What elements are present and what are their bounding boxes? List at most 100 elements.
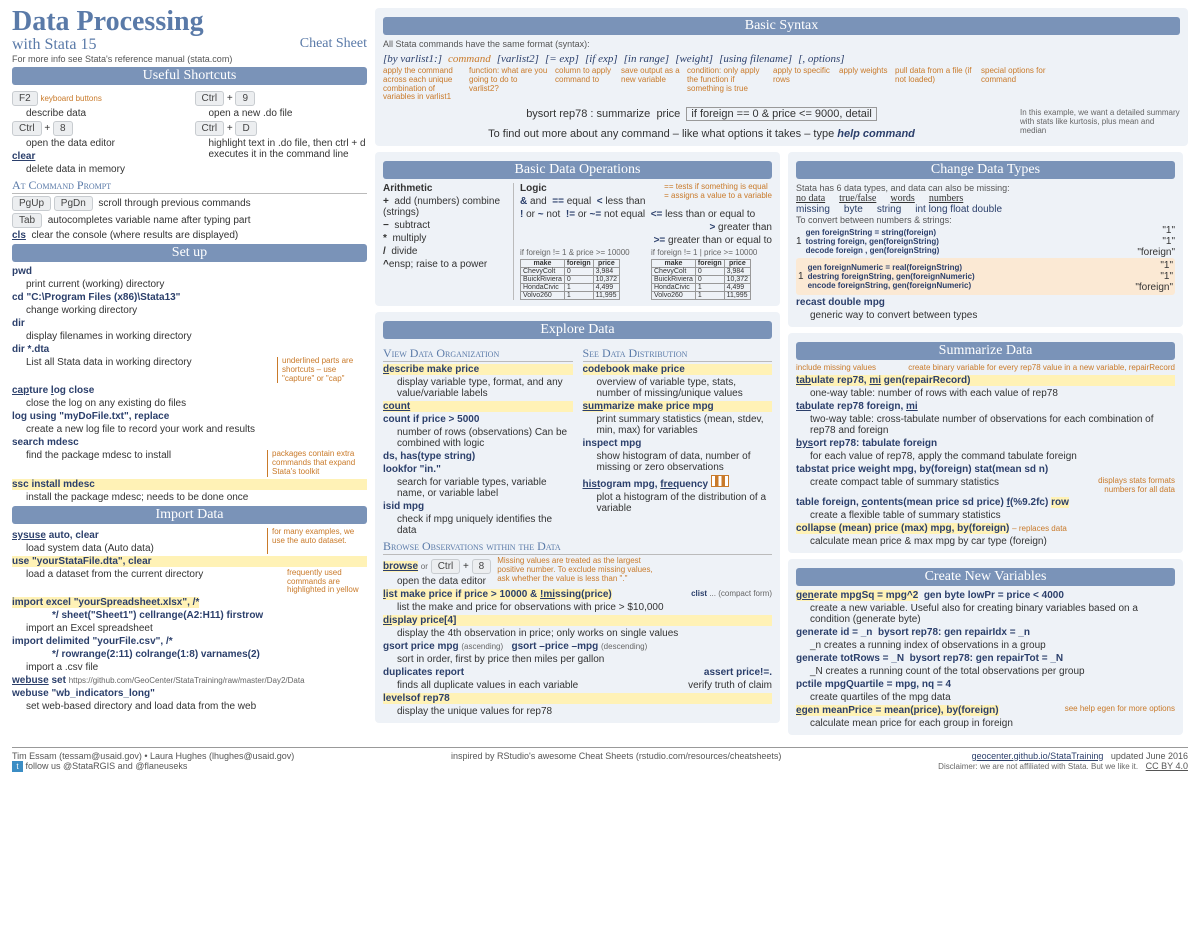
auto-note: for many examples, we use the auto datas…: [267, 528, 367, 554]
tn-1: destring foreignString, gen(foreignNumer…: [808, 272, 1119, 281]
footer-link[interactable]: geocenter.github.io/StataTraining: [972, 751, 1104, 761]
page-footer: Tim Essam (tessam@usaid.gov) • Laura Hug…: [12, 747, 1188, 772]
f2-note: keyboard buttons: [40, 94, 101, 103]
syn-n7: pull data from a file (if not loaded): [895, 67, 975, 102]
f2-desc: describe data: [26, 108, 185, 119]
clear-desc: delete data in memory: [26, 164, 185, 175]
cmd-collapse: collapse (mean) price (max) mpg, by(fore…: [796, 523, 1009, 534]
ts-0: gen foreignString = string(foreign): [806, 228, 1121, 237]
cmd-codebook: codebook make price: [583, 364, 773, 375]
gsort1: gsort price mpg: [383, 641, 459, 652]
cmd-dirdta: dir *.dta: [12, 344, 49, 355]
inspect-desc: show histogram of data, number of missin…: [597, 451, 773, 473]
cmd-logusing: log using "myDoFile.txt", replace: [12, 411, 367, 422]
ts-1: tostring foreign, gen(foreignString): [806, 237, 1121, 246]
sum-note1: include missing values: [796, 364, 876, 373]
key-tab: Tab: [12, 213, 42, 228]
key-8b: 8: [472, 559, 492, 574]
syn-4: [if exp]: [585, 53, 618, 65]
syn-1: command: [448, 53, 491, 65]
syn-n4: condition: only apply the function if so…: [687, 67, 767, 102]
ex-note: In this example, we want a detailed summ…: [1020, 108, 1180, 135]
footer-left: Tim Essam (tessam@usaid.gov) • Laura Hug…: [12, 751, 294, 761]
id2: bysort rep78: gen repairIdx = _n: [878, 627, 1030, 638]
shortcuts-head: Useful Shortcuts: [12, 67, 367, 85]
cat-2: words: [890, 193, 914, 204]
summ-desc: print summary statistics (mean, stdev, m…: [597, 414, 773, 436]
c9-desc: open a new .do file: [209, 108, 368, 119]
explore-head: Explore Data: [383, 321, 772, 339]
logusing-desc: create a new log file to record your wor…: [26, 424, 367, 435]
excel-desc: import an Excel spreadsheet: [26, 623, 367, 634]
if1: if foreign != 1 & price >= 10000: [520, 248, 641, 257]
key-pgup: PgUp: [12, 196, 51, 211]
syn-n5: apply to specific rows: [773, 67, 833, 102]
ops-box: Basic Data Operations Arithmetic + add (…: [375, 152, 780, 306]
egen-note: see help egen for more options: [1065, 705, 1175, 714]
sum-note3: displays stats formats numbers for all d…: [1085, 477, 1175, 495]
id-desc: _n creates a running index of observatio…: [810, 640, 1175, 651]
cat-1: true/false: [839, 193, 876, 204]
ops-table-1: makeforeignpriceChevyColt03,984BuickRivi…: [520, 259, 620, 300]
syn-n2: column to apply command to: [555, 67, 615, 102]
egen-desc: calculate mean price for each group in f…: [810, 718, 1175, 729]
ops-head: Basic Data Operations: [383, 161, 772, 179]
count-head: count: [383, 401, 573, 412]
tab1-desc: one-way table: number of rows with each …: [810, 388, 1175, 399]
key-ctrl-1: Ctrl: [12, 121, 42, 136]
cmd-cls: cls: [12, 230, 26, 241]
pwd-desc: print current (working) directory: [26, 279, 367, 290]
setup-head: Set up: [12, 244, 367, 262]
cmd-cd: cd "C:\Program Files (x86)\Stata13": [12, 292, 367, 303]
id1: generate id = _n: [796, 627, 872, 638]
val-3: int long float double: [915, 204, 1002, 215]
dir-desc: display filenames in working directory: [26, 331, 367, 342]
use-desc: load a dataset from the current director…: [26, 569, 281, 595]
footer-cc: CC BY 4.0: [1146, 761, 1188, 771]
types-head: Change Data Types: [796, 161, 1175, 179]
collapse-desc: calculate mean price & max mpg by car ty…: [810, 536, 1175, 547]
gsort1-note: (ascending): [461, 642, 503, 651]
cmd-levels: levelsof rep78: [383, 693, 772, 704]
cmd-isid: isid mpg: [383, 501, 573, 512]
footer-disclaimer: Disclaimer: we are not affiliated with S…: [938, 762, 1138, 771]
types-box: Change Data Types Stata has 6 data types…: [788, 152, 1183, 327]
val-2: string: [877, 204, 901, 215]
webset-url: https://github.com/GeoCenter/StataTraini…: [69, 676, 305, 685]
syn-8: [, options]: [798, 53, 844, 65]
recast-desc: generic way to convert between types: [810, 310, 1175, 321]
cmd-lookfor: lookfor "in.": [383, 464, 573, 475]
ex-by: bysort rep78 :: [526, 108, 593, 120]
cmd-dup: duplicates report: [383, 667, 464, 678]
cls-desc: clear the console (where results are dis…: [31, 230, 238, 241]
res-c: "foreign": [1125, 247, 1175, 258]
footer-updated: updated June 2016: [1111, 751, 1188, 761]
tabstat-desc: create compact table of summary statisti…: [810, 477, 1085, 495]
help-cmd: help command: [837, 128, 915, 140]
dup-desc: finds all duplicate values in each varia…: [397, 680, 578, 691]
isid-desc: check if mpg uniquely identifies the dat…: [397, 514, 573, 536]
ops-table-2: makeforeignpriceChevyColt03,984BuickRivi…: [651, 259, 751, 300]
pg-desc: scroll through previous commands: [98, 198, 250, 209]
syntax-intro: All Stata commands have the same format …: [383, 39, 1180, 49]
ds-desc: search for variable types, variable name…: [397, 477, 573, 499]
cmd-search: search mdesc: [12, 437, 367, 448]
types-intro: Stata has 6 data types, and data can als…: [796, 183, 1175, 193]
cmd-count: count if price > 5000: [383, 414, 573, 425]
freq-note: frequently used commands are highlighted…: [287, 569, 367, 595]
browse-desc: open the data editor: [397, 576, 491, 587]
header-info: For more info see Stata's reference manu…: [12, 54, 367, 64]
arith-1: subtract: [394, 220, 430, 231]
tot2: bysort rep78: gen repairTot = _N: [910, 653, 1063, 664]
arith-0: add (numbers) combine (strings): [383, 196, 500, 218]
import-head: Import Data: [12, 506, 367, 524]
key-ctrl-4: Ctrl: [431, 559, 461, 574]
syn-n0: apply the command across each unique com…: [383, 67, 463, 102]
cmd-browse: browse: [383, 561, 418, 572]
key-8: 8: [53, 121, 73, 136]
res-a: "1": [1125, 225, 1175, 236]
cmd-recast: recast double mpg: [796, 297, 1175, 308]
browse-or: or: [421, 562, 428, 571]
tab-desc: autocompletes variable name after typing…: [48, 215, 251, 226]
table-desc: create a flexible table of summary stati…: [810, 510, 1175, 521]
